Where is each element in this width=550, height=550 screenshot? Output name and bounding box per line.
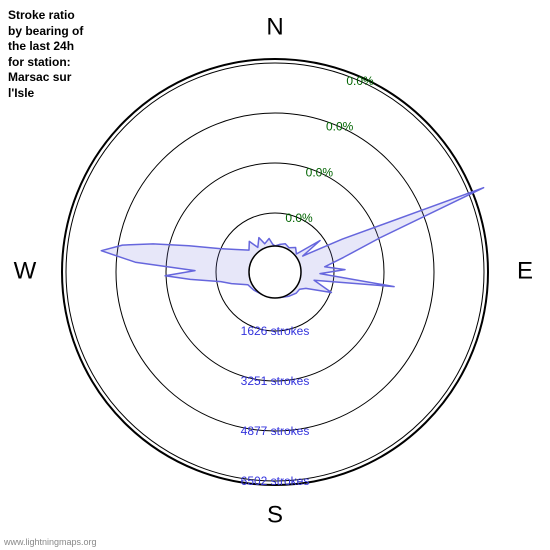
cardinal-n: N (266, 13, 283, 40)
strokes-label: 1626 strokes (241, 324, 310, 338)
ratio-label: 0.0% (346, 74, 374, 88)
ratio-label: 0.0% (306, 165, 334, 179)
strokes-label: 6502 strokes (241, 474, 310, 488)
ratio-label: 0.0% (326, 120, 354, 134)
cardinal-w: W (14, 257, 37, 284)
footer-attribution: www.lightningmaps.org (4, 537, 97, 547)
cardinal-e: E (517, 257, 533, 284)
strokes-label: 3251 strokes (241, 374, 310, 388)
cardinal-s: S (267, 501, 283, 528)
center-hole (249, 246, 301, 298)
polar-chart: N E S W 0.0% 0.0% 0.0% 0.0% 1626 strokes 3251 str… (0, 0, 550, 550)
strokes-label: 4877 strokes (241, 424, 310, 438)
ratio-label: 0.0% (285, 211, 313, 225)
